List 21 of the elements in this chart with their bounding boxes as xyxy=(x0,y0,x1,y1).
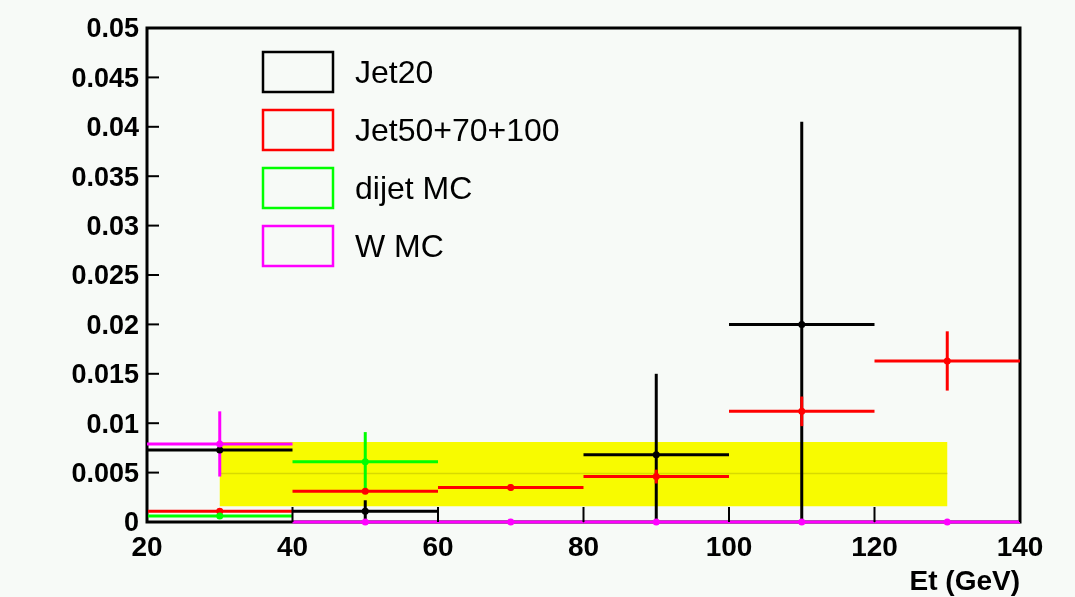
y-tick-label: 0.045 xyxy=(71,62,139,93)
y-tick-label: 0.05 xyxy=(86,13,139,44)
x-tick-label: 40 xyxy=(276,531,309,562)
x-tick-label: 60 xyxy=(422,531,454,562)
y-tick-label: 0.01 xyxy=(86,408,139,439)
x-tick-label: 80 xyxy=(567,531,600,562)
legend-label: dijet MC xyxy=(355,170,473,207)
x-tick-label: 140 xyxy=(996,531,1044,562)
y-tick-label: 0.015 xyxy=(71,359,139,390)
y-tick-label: 0.04 xyxy=(86,112,139,143)
y-tick-label: 0.025 xyxy=(71,260,139,291)
x-axis-title: Et (GeV) xyxy=(909,565,1020,596)
y-tick-label: 0.035 xyxy=(71,161,139,192)
x-tick-label: 120 xyxy=(851,531,898,562)
x-tick-label: 100 xyxy=(705,531,753,562)
y-tick-label: 0.005 xyxy=(71,458,139,489)
y-tick-label: 0.02 xyxy=(86,309,139,340)
legend-label: W MC xyxy=(355,228,444,265)
legend-label: Jet50+70+100 xyxy=(355,112,560,149)
legend-label: Jet20 xyxy=(355,54,434,91)
y-tick-label: 0.03 xyxy=(86,211,139,242)
